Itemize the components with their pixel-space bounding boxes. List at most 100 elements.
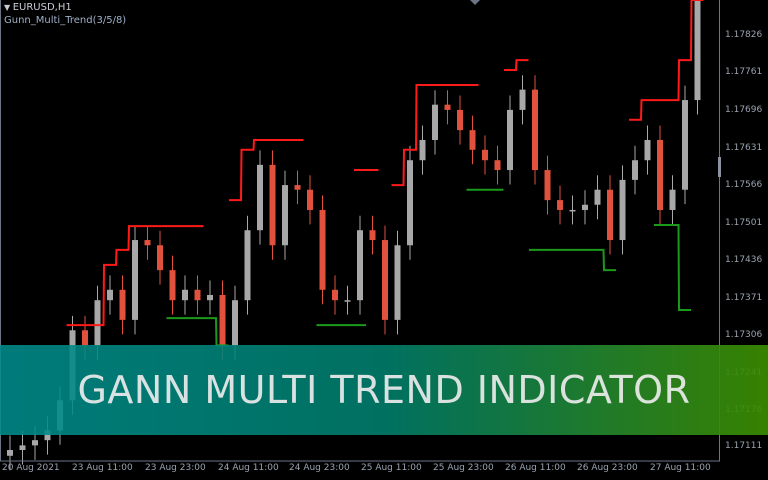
- lower-trend-line: [654, 224, 691, 312]
- candle-body: [157, 245, 163, 271]
- candle: [119, 275, 126, 335]
- candle: [432, 90, 438, 155]
- price-axis-label: 1.17501: [725, 218, 763, 228]
- candle-body: [582, 204, 588, 210]
- time-axis-label: 25 Aug 23:00: [433, 463, 494, 473]
- candle-body: [107, 289, 113, 301]
- indicator-label: Gunn_Multi_Trend(3/5/8): [4, 15, 127, 26]
- candle: [507, 95, 513, 185]
- candle: [7, 435, 13, 471]
- price-axis-label: 1.17371: [725, 293, 763, 303]
- candle: [132, 225, 138, 335]
- scroll-marker[interactable]: [718, 157, 721, 177]
- candle-body: [669, 189, 676, 210]
- candle: [632, 145, 638, 195]
- candle-body: [132, 240, 138, 320]
- candle: [382, 225, 388, 335]
- candle: [294, 170, 301, 205]
- plot-frame: [0, 0, 720, 462]
- candle-body: [357, 230, 363, 301]
- candle: [194, 275, 201, 315]
- candle: [657, 125, 663, 225]
- time-axis-label: 24 Aug 11:00: [218, 463, 279, 473]
- candle-body: [344, 300, 351, 302]
- candle: [682, 85, 688, 205]
- time-axis-label: 20 Aug 2021: [2, 463, 60, 473]
- candle-body: [482, 149, 488, 161]
- candle-body: [594, 189, 601, 205]
- candle-body: [432, 104, 438, 140]
- candle-body: [632, 160, 638, 180]
- candle: [482, 135, 488, 175]
- time-axis-label: 24 Aug 23:00: [289, 463, 350, 473]
- candle-body: [369, 230, 376, 241]
- candle-body: [182, 289, 188, 301]
- candle: [419, 125, 426, 175]
- candle: [307, 175, 313, 225]
- candle: [444, 90, 451, 125]
- candle-body: [494, 160, 501, 171]
- candle-body: [544, 170, 551, 201]
- collapse-triangle-icon[interactable]: ▼: [4, 3, 13, 12]
- chart-shift-marker-icon[interactable]: [470, 0, 480, 5]
- candle-body: [532, 89, 538, 171]
- candle-body: [457, 109, 463, 131]
- candle-body: [119, 289, 126, 320]
- candles-group: [7, 0, 701, 471]
- candle: [244, 215, 251, 315]
- time-axis-label: 26 Aug 11:00: [505, 463, 566, 473]
- candle-body: [507, 109, 513, 171]
- symbol-label: ▼ EURUSD,H1: [4, 2, 72, 13]
- time-axis-label: 26 Aug 23:00: [577, 463, 638, 473]
- candle: [319, 195, 326, 305]
- candle: [394, 230, 401, 335]
- candle-body: [232, 300, 238, 346]
- price-axis-label: 1.17761: [725, 67, 763, 77]
- candle-body: [169, 270, 176, 301]
- candle: [257, 150, 263, 245]
- candle: [594, 175, 601, 220]
- candle: [532, 75, 538, 185]
- candle: [144, 225, 151, 260]
- candle-body: [332, 289, 338, 301]
- banner-text: GANN MULTI TREND INDICATOR: [77, 368, 691, 412]
- candle-body: [519, 89, 526, 110]
- candle: [332, 275, 338, 315]
- candle-body: [44, 430, 51, 441]
- candle: [344, 285, 351, 315]
- time-axis-label: 23 Aug 23:00: [145, 463, 206, 473]
- price-axis-label: 1.17111: [725, 441, 763, 451]
- candle-body: [319, 209, 326, 290]
- indicator-lines: [66, 0, 704, 347]
- candle-body: [469, 130, 476, 150]
- lower-trend-line: [529, 248, 616, 272]
- lower-trend-line: [166, 317, 229, 347]
- time-axis-label: 27 Aug 11:00: [650, 463, 711, 473]
- candle-body: [282, 185, 288, 246]
- candle: [694, 0, 701, 115]
- candle-body: [257, 164, 263, 231]
- candle: [369, 215, 376, 255]
- candle-body: [394, 245, 401, 320]
- candle-body: [682, 100, 688, 190]
- candle: [357, 215, 363, 315]
- price-axis-label: 1.17436: [725, 255, 763, 265]
- upper-trend-line: [629, 0, 704, 121]
- candle: [157, 230, 163, 285]
- candle-body: [244, 230, 251, 301]
- candle-body: [569, 209, 576, 212]
- candle: [582, 190, 588, 225]
- candle-body: [19, 445, 26, 451]
- symbol-text: EURUSD,H1: [12, 2, 72, 13]
- candle-body: [144, 240, 151, 246]
- candle-body: [307, 189, 313, 210]
- price-axis-label: 1.17566: [725, 180, 763, 190]
- title-banner: GANN MULTI TREND INDICATOR: [0, 345, 768, 435]
- candle: [182, 275, 188, 315]
- candle-body: [94, 300, 101, 346]
- candle-body: [694, 0, 701, 101]
- candle-body: [407, 160, 413, 246]
- candle: [607, 175, 613, 255]
- candle: [169, 255, 176, 315]
